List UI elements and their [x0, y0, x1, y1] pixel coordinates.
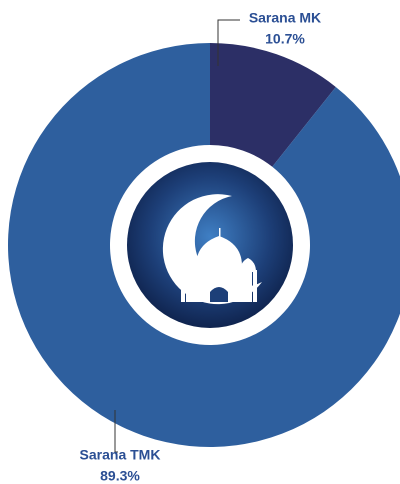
- category-label: Sarana TMK: [80, 447, 161, 463]
- value-label: 89.3%: [100, 468, 140, 484]
- category-label: Sarana MK: [249, 10, 321, 26]
- slice: [8, 43, 400, 447]
- value-label: 10.7%: [265, 31, 305, 47]
- leader-line: [114, 410, 118, 453]
- leader-line: [217, 19, 240, 66]
- center-emblem: [127, 162, 293, 328]
- mosque-door: [210, 287, 228, 302]
- labels: Sarana MK 10.7% Sarana TMK 89.3%: [80, 10, 322, 484]
- slice: [210, 43, 336, 167]
- mosque: [181, 228, 257, 302]
- slices: [8, 43, 400, 447]
